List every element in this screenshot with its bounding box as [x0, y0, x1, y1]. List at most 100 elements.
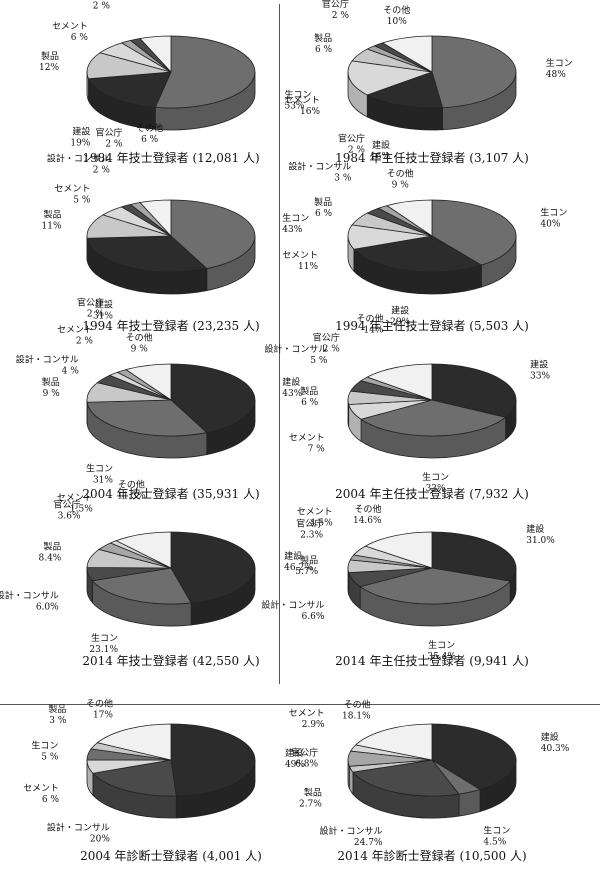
slice-label: 生コン — [546, 57, 573, 69]
slice-value-label: 16% — [370, 152, 390, 162]
slice-label: 官公庁 — [291, 747, 318, 759]
slice-label: 生コン — [428, 639, 455, 651]
slice-value-label: 23.1% — [89, 645, 118, 655]
slice-label: セメント — [289, 708, 325, 719]
slice-value-label: 35.4% — [427, 652, 456, 662]
slice-label: 官公庁 — [296, 517, 323, 529]
slice-label: 官公庁 — [313, 332, 340, 344]
slice-label: 建設 — [530, 358, 548, 370]
slice-label: 製品 — [44, 208, 62, 220]
pie-slice-kensetsu — [87, 71, 172, 108]
pie-slice-sonota — [96, 723, 172, 761]
slice-label: 製品 — [300, 554, 318, 566]
slice-value-label: 33% — [426, 484, 446, 494]
slice-label: セメント — [57, 324, 93, 335]
slice-value-label: 6 % — [71, 33, 89, 43]
slice-label: 生コン — [540, 206, 567, 218]
slice-value-label: 2 % — [93, 165, 111, 175]
slice-label: 設計・コンサル — [264, 343, 327, 355]
slice-value-label: 6 % — [301, 398, 319, 408]
slice-label: 製品 — [314, 32, 332, 44]
slice-label: 生コン — [422, 471, 449, 483]
pie-slice-sekkei-consul — [352, 759, 460, 797]
slice-label: 製品 — [43, 541, 61, 553]
slice-value-label: 2 % — [87, 309, 105, 319]
pie-slice-kensetsu — [366, 71, 444, 109]
slice-value-label: 4.5% — [310, 519, 333, 529]
pie-slice-sonota — [386, 199, 433, 237]
slice-label: 建設 — [526, 523, 544, 535]
slice-label: 官公庁 — [77, 296, 104, 308]
slice-label: その他 — [383, 4, 410, 16]
slice-label: 設計・コンサル — [0, 589, 59, 601]
chart-title: 2014 年診断士登録者 (10,500 人) — [337, 848, 526, 863]
slice-value-label: 8.4% — [38, 554, 61, 564]
pie-slice-kensetsu — [86, 235, 208, 273]
pie-slice-kensetsu — [431, 531, 517, 582]
slice-value-label: 43% — [282, 225, 302, 235]
slice-value-label: 5.7% — [295, 567, 318, 577]
slice-value-label: 18.1% — [342, 711, 371, 721]
slice-label: その他 — [126, 331, 153, 343]
slice-value-label: 9 % — [392, 180, 410, 190]
slice-label: セメント — [57, 492, 93, 503]
slice-label: 製品 — [300, 385, 318, 397]
slice-label: その他 — [344, 698, 371, 710]
pie-slice-namakon — [86, 399, 208, 437]
slice-value-label: 17% — [93, 710, 113, 720]
slice-value-label: 6 % — [315, 45, 333, 55]
slice-value-label: 46.2% — [284, 563, 313, 573]
pie-slice-sonota — [139, 199, 172, 238]
slice-value-label: 3 % — [334, 174, 352, 184]
slice-value-label: 2 % — [105, 140, 123, 150]
slice-value-label: 29% — [390, 318, 410, 328]
pie-slice-sonota — [366, 363, 433, 401]
slice-value-label: 6.0% — [36, 602, 59, 612]
slice-value-label: 4.5% — [483, 838, 506, 848]
slice-label: 建設 — [72, 125, 90, 137]
chart-title: 1984 年技士登録者 (12,081 人) — [82, 150, 259, 165]
slice-label: 製品 — [304, 786, 322, 798]
slice-label: 製品 — [48, 703, 66, 715]
slice-label: 官公庁 — [54, 498, 81, 510]
slice-value-label: 10% — [387, 17, 407, 27]
slice-value-label: 14% — [363, 326, 383, 336]
slice-value-label: 31% — [93, 312, 113, 322]
slice-label: 官公庁 — [338, 132, 365, 144]
pie-slice-kensetsu — [353, 235, 483, 273]
chart-title: 2014 年技士登録者 (42,550 人) — [82, 653, 259, 668]
slice-value-label: 33% — [530, 371, 550, 381]
slice-label: 生コン — [31, 740, 58, 752]
slice-label: その他 — [136, 122, 163, 134]
slice-value-label: 11% — [298, 262, 318, 272]
slice-value-label: 5 % — [41, 753, 59, 763]
slice-value-label: 6 % — [141, 135, 159, 145]
slice-label: 生コン — [284, 89, 311, 101]
slice-label: 設計・コンサル — [47, 152, 110, 164]
slice-label: セメント — [297, 507, 333, 518]
slice-label: 官公庁 — [95, 127, 122, 139]
slice-label: その他 — [86, 697, 113, 709]
chart-title: 1994 年技士登録者 (23,235 人) — [82, 318, 259, 333]
pie-slice-sonota — [125, 363, 172, 401]
slice-label: 建設 — [95, 299, 113, 311]
slice-value-label: 2 % — [93, 1, 111, 11]
section-divider — [0, 704, 600, 705]
slice-value-label: 2 % — [323, 345, 341, 355]
pie-slice-namakon — [154, 35, 256, 109]
slice-label: その他 — [387, 167, 414, 179]
slice-value-label: 9 % — [131, 344, 149, 354]
slice-value-label: 2 % — [348, 145, 366, 155]
slice-value-label: 6.6% — [302, 612, 325, 622]
slice-value-label: 31% — [93, 476, 113, 486]
slice-label: 官公庁 — [322, 0, 349, 10]
slice-label: 設計・コンサル — [261, 599, 324, 611]
